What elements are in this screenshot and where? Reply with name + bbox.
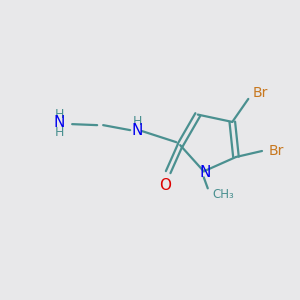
Text: N: N [199, 165, 211, 180]
Text: H: H [55, 126, 64, 139]
Text: CH₃: CH₃ [213, 188, 235, 201]
Text: Br: Br [268, 144, 284, 158]
Text: O: O [159, 178, 171, 193]
Text: Br: Br [253, 86, 268, 100]
Text: N: N [131, 123, 143, 138]
Text: N: N [53, 115, 65, 130]
Text: H: H [55, 108, 64, 121]
Text: H: H [133, 115, 142, 128]
